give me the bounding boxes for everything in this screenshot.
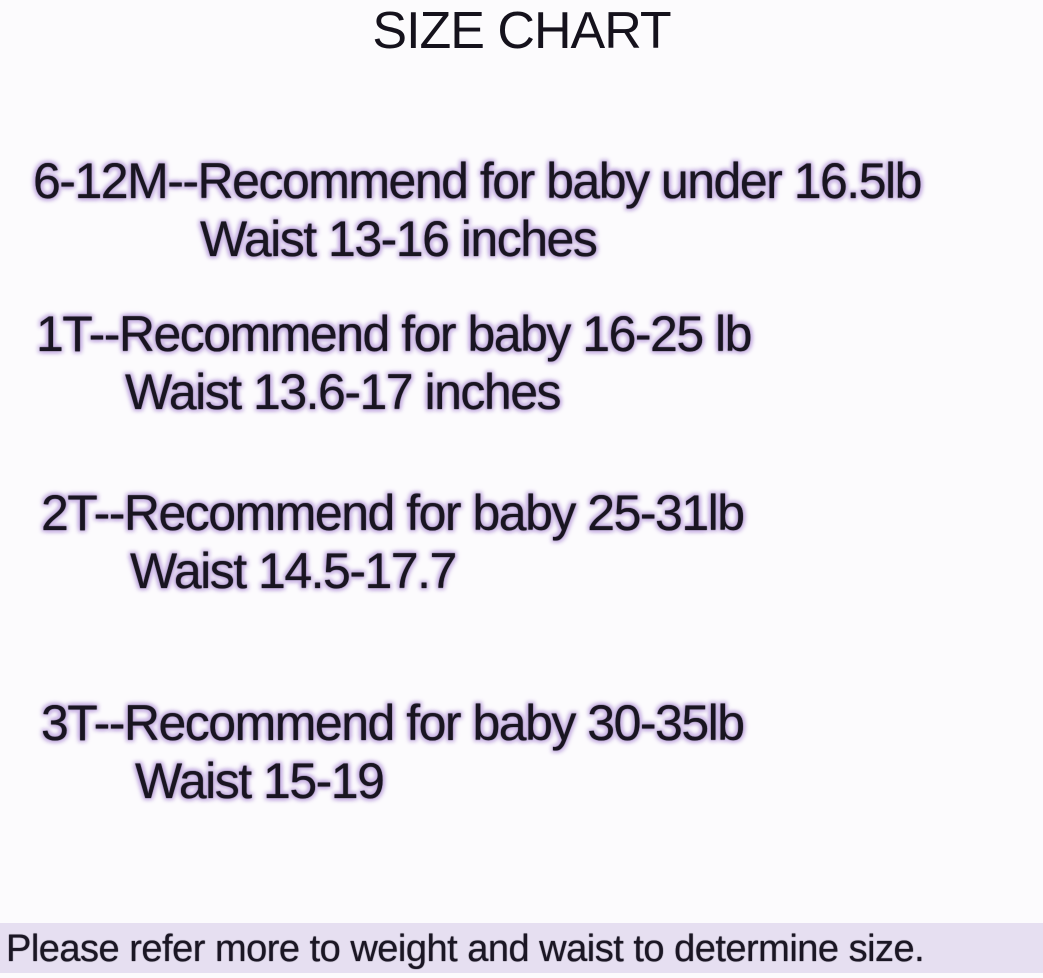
size-entry-1t: 1T--Recommend for baby 16-25 lb Waist 13… — [0, 305, 1043, 421]
size-recommendation-text: 2T--Recommend for baby 25-31lb — [41, 485, 745, 541]
footer-note: Please refer more to weight and waist to… — [0, 923, 1043, 973]
size-waist-text: Waist 13-16 inches — [200, 211, 598, 267]
size-recommendation-text: 6-12M--Recommend for baby under 16.5lb — [33, 153, 922, 209]
size-waist-text: Waist 13.6-17 inches — [125, 364, 562, 420]
size-recommendation-text: 1T--Recommend for baby 16-25 lb — [36, 306, 752, 362]
size-entry-2t: 2T--Recommend for baby 25-31lb Waist 14.… — [0, 484, 1043, 600]
size-entry-3t: 3T--Recommend for baby 30-35lb Waist 15-… — [0, 694, 1043, 810]
size-recommendation-text: 3T--Recommend for baby 30-35lb — [41, 695, 745, 751]
size-waist-text: Waist 14.5-17.7 — [130, 543, 457, 599]
size-entry-6-12m: 6-12M--Recommend for baby under 16.5lb W… — [0, 152, 1043, 268]
size-waist-text: Waist 15-19 — [135, 753, 385, 809]
page-title: SIZE CHART — [372, 2, 671, 60]
